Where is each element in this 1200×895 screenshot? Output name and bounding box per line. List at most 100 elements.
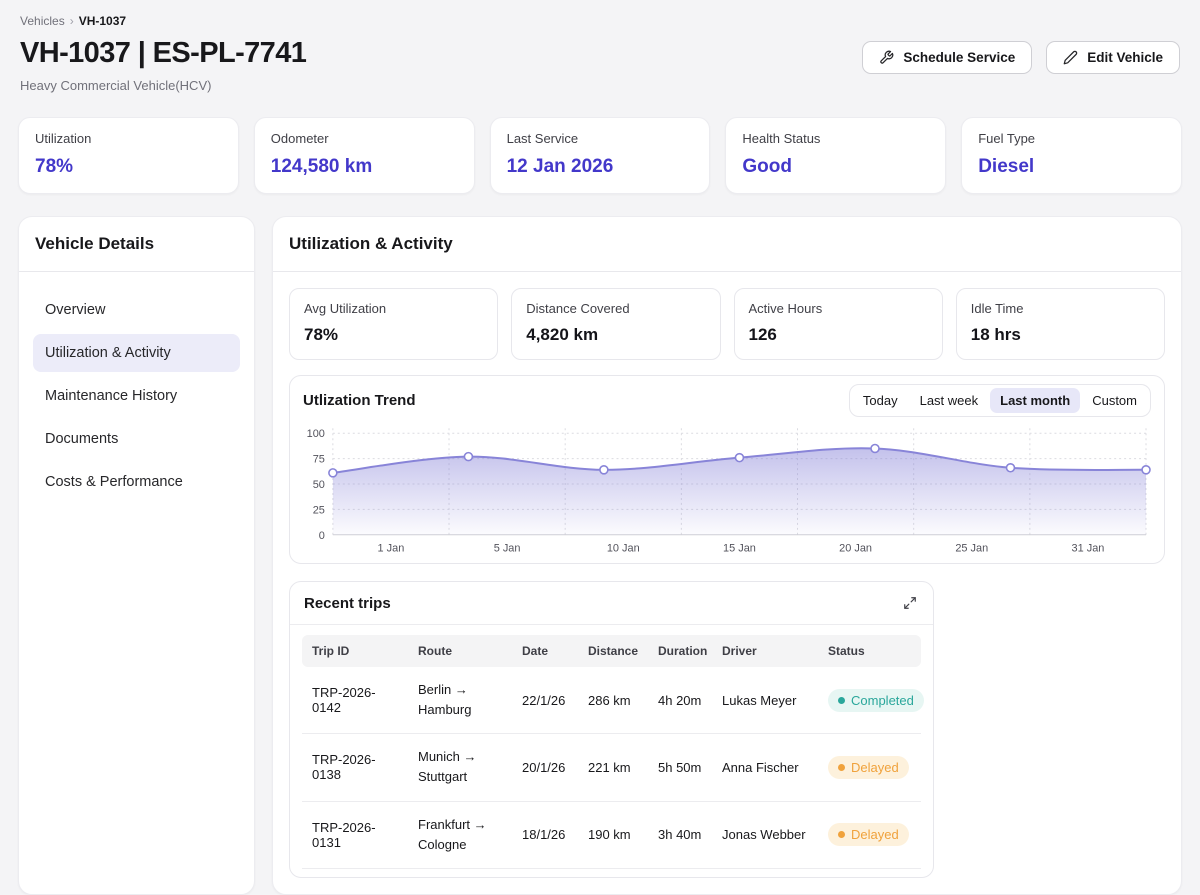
expand-icon (903, 596, 917, 610)
breadcrumb-separator: › (70, 14, 74, 28)
date-cell: 20/1/26 (512, 747, 578, 788)
stat-value: 12 Jan 2026 (507, 156, 694, 178)
stat-cards-row: Utilization 78% Odometer 124,580 km Last… (0, 117, 1200, 194)
stat-value: Good (742, 156, 929, 178)
route-to: Hamburg (418, 702, 471, 717)
breadcrumb-vehicles[interactable]: Vehicles (20, 14, 65, 28)
sidebar-item-maintenance-history[interactable]: Maintenance History (33, 377, 240, 415)
stat-card-utilization: Utilization 78% (18, 117, 239, 194)
range-today[interactable]: Today (853, 388, 908, 413)
content-row: Vehicle Details Overview Utilization & A… (0, 216, 1200, 895)
trip-id-cell: TRP-2026-0131 (302, 807, 408, 863)
metric-value: 4,820 km (526, 325, 705, 345)
expand-button[interactable] (901, 594, 919, 612)
route-cell: Berlin → Hamburg (408, 667, 512, 733)
pencil-icon (1063, 50, 1078, 65)
metric-value: 18 hrs (971, 325, 1150, 345)
utilization-trend-card: Utlization Trend Today Last week Last mo… (289, 375, 1165, 564)
metric-label: Idle Time (971, 301, 1150, 316)
svg-text:31 Jan: 31 Jan (1072, 543, 1105, 555)
svg-text:5 Jan: 5 Jan (494, 543, 521, 555)
metric-card-active-hours: Active Hours 126 (734, 288, 943, 360)
stat-label: Last Service (507, 131, 694, 146)
utilization-trend-chart: 02550751001 Jan5 Jan10 Jan15 Jan20 Jan25… (303, 423, 1151, 555)
column-header-driver: Driver (712, 635, 818, 667)
route-arrow-icon: → (474, 817, 487, 832)
header-actions: Schedule Service Edit Vehicle (862, 41, 1180, 74)
driver-cell: Anna Fischer (712, 747, 818, 788)
metric-value: 78% (304, 325, 483, 345)
page-title: VH-1037 | ES-PL-7741 (20, 37, 306, 70)
edit-vehicle-label: Edit Vehicle (1087, 50, 1163, 65)
route-from: Frankfurt (418, 817, 470, 832)
time-range-selector: Today Last week Last month Custom (849, 384, 1151, 417)
duration-cell: 4h 20m (648, 680, 712, 721)
page-subtitle: Heavy Commercial Vehicle(HCV) (20, 78, 306, 93)
svg-text:25: 25 (313, 504, 325, 516)
distance-cell: 190 km (578, 814, 648, 855)
stat-label: Utilization (35, 131, 222, 146)
table-row: TRP-2026-0138 Munich → Stuttgart 20/1/26… (302, 734, 921, 801)
recent-trips-table: Trip ID Route Date Distance Duration Dri… (290, 625, 933, 877)
status-badge: Completed (828, 689, 924, 712)
sidebar-item-overview[interactable]: Overview (33, 291, 240, 329)
route-to: Cologne (418, 837, 466, 852)
sidebar-item-utilization-activity[interactable]: Utilization & Activity (33, 334, 240, 372)
svg-text:1 Jan: 1 Jan (378, 543, 405, 555)
sidebar-item-documents[interactable]: Documents (33, 420, 240, 458)
status-badge: Delayed (828, 756, 909, 779)
range-last-week[interactable]: Last week (910, 388, 989, 413)
driver-cell: Jonas Webber (712, 814, 818, 855)
status-dot-icon (838, 764, 845, 771)
chart-header: Utlization Trend Today Last week Last mo… (303, 384, 1151, 417)
svg-text:10 Jan: 10 Jan (607, 543, 640, 555)
recent-trips-card: Recent trips Trip ID Route Date Distance… (289, 581, 934, 878)
route-from: Munich (418, 749, 460, 764)
stat-card-fuel-type: Fuel Type Diesel (961, 117, 1182, 194)
metric-cards-row: Avg Utilization 78% Distance Covered 4,8… (289, 288, 1165, 360)
status-cell: Delayed (818, 743, 921, 792)
stat-label: Health Status (742, 131, 929, 146)
metric-card-idle-time: Idle Time 18 hrs (956, 288, 1165, 360)
metric-card-distance-covered: Distance Covered 4,820 km (511, 288, 720, 360)
stat-label: Odometer (271, 131, 458, 146)
main-panel-title: Utilization & Activity (273, 217, 1181, 272)
svg-text:100: 100 (307, 428, 325, 440)
svg-text:25 Jan: 25 Jan (955, 543, 988, 555)
column-header-route: Route (408, 635, 512, 667)
svg-text:15 Jan: 15 Jan (723, 543, 756, 555)
route-cell: Frankfurt → Cologne (408, 802, 512, 868)
edit-vehicle-button[interactable]: Edit Vehicle (1046, 41, 1180, 74)
main-panel-body: Avg Utilization 78% Distance Covered 4,8… (273, 272, 1181, 894)
range-last-month[interactable]: Last month (990, 388, 1080, 413)
metric-label: Distance Covered (526, 301, 705, 316)
table-row: TRP-2026-0142 Berlin → Hamburg 22/1/26 2… (302, 667, 921, 734)
recent-trips-header: Recent trips (290, 582, 933, 625)
duration-cell: 5h 50m (648, 747, 712, 788)
column-header-date: Date (512, 635, 578, 667)
duration-cell: 3h 40m (648, 814, 712, 855)
status-cell: Completed (818, 676, 934, 725)
page-header-left: Vehicles › VH-1037 VH-1037 | ES-PL-7741 He… (20, 14, 306, 93)
svg-text:20 Jan: 20 Jan (839, 543, 872, 555)
breadcrumb: Vehicles › VH-1037 (20, 14, 306, 28)
column-header-trip-id: Trip ID (302, 635, 408, 667)
metric-value: 126 (749, 325, 928, 345)
status-label: Completed (851, 693, 914, 708)
schedule-service-label: Schedule Service (903, 50, 1015, 65)
vehicle-details-sidebar: Vehicle Details Overview Utilization & A… (18, 216, 255, 895)
main-panel: Utilization & Activity Avg Utilization 7… (272, 216, 1182, 895)
status-label: Delayed (851, 827, 899, 842)
recent-trips-title: Recent trips (304, 595, 391, 612)
status-badge: Delayed (828, 823, 909, 846)
stat-label: Fuel Type (978, 131, 1165, 146)
status-dot-icon (838, 831, 845, 838)
sidebar-item-costs-performance[interactable]: Costs & Performance (33, 463, 240, 501)
route-arrow-icon: → (464, 749, 477, 764)
table-header-row: Trip ID Route Date Distance Duration Dri… (302, 635, 921, 667)
range-custom[interactable]: Custom (1082, 388, 1147, 413)
schedule-service-button[interactable]: Schedule Service (862, 41, 1032, 74)
breadcrumb-current: VH-1037 (79, 14, 126, 28)
stat-value: Diesel (978, 156, 1165, 178)
driver-cell: Lukas Meyer (712, 680, 818, 721)
